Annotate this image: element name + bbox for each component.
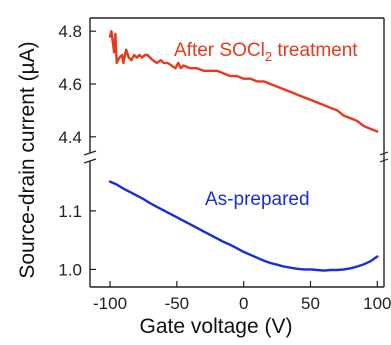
x-tick-label: -50: [165, 294, 190, 313]
axis-break-stroke: [83, 150, 97, 156]
upper-y-tick-label: 4.4: [58, 128, 82, 147]
x-tick-label: 0: [239, 294, 248, 313]
axis-break-stroke: [379, 158, 389, 163]
lower-y-tick-label: 1.0: [58, 260, 82, 279]
series-label-as-prepared: As-prepared: [205, 189, 310, 210]
upper-y-ticks: 4.4 4.6 4.8: [58, 22, 96, 147]
x-tick-label: -100: [93, 294, 127, 313]
series-line-as-prepared: [108, 180, 379, 272]
x-tick-label: 100: [363, 294, 391, 313]
series-lines: [108, 30, 379, 272]
series-line-after-socl2: [108, 30, 379, 133]
axis-break-stroke: [83, 158, 97, 164]
axis-break-mark: [83, 150, 389, 164]
upper-y-tick-label: 4.8: [58, 22, 82, 41]
axis-break-stroke: [379, 151, 389, 156]
x-ticks: -100 -50 0 50 100: [93, 281, 391, 313]
x-tick-label: 50: [301, 294, 320, 313]
lower-y-ticks: 1.0 1.1: [58, 202, 96, 279]
upper-y-tick-label: 4.6: [58, 75, 82, 94]
y-axis-title: Source-drain current (µA): [16, 41, 39, 278]
series-label-after-socl2: After SOCl2 treatment: [174, 40, 358, 64]
plot-frame: [89, 17, 385, 288]
lower-y-tick-label: 1.1: [58, 202, 82, 221]
x-axis-title: Gate voltage (V): [140, 315, 293, 338]
